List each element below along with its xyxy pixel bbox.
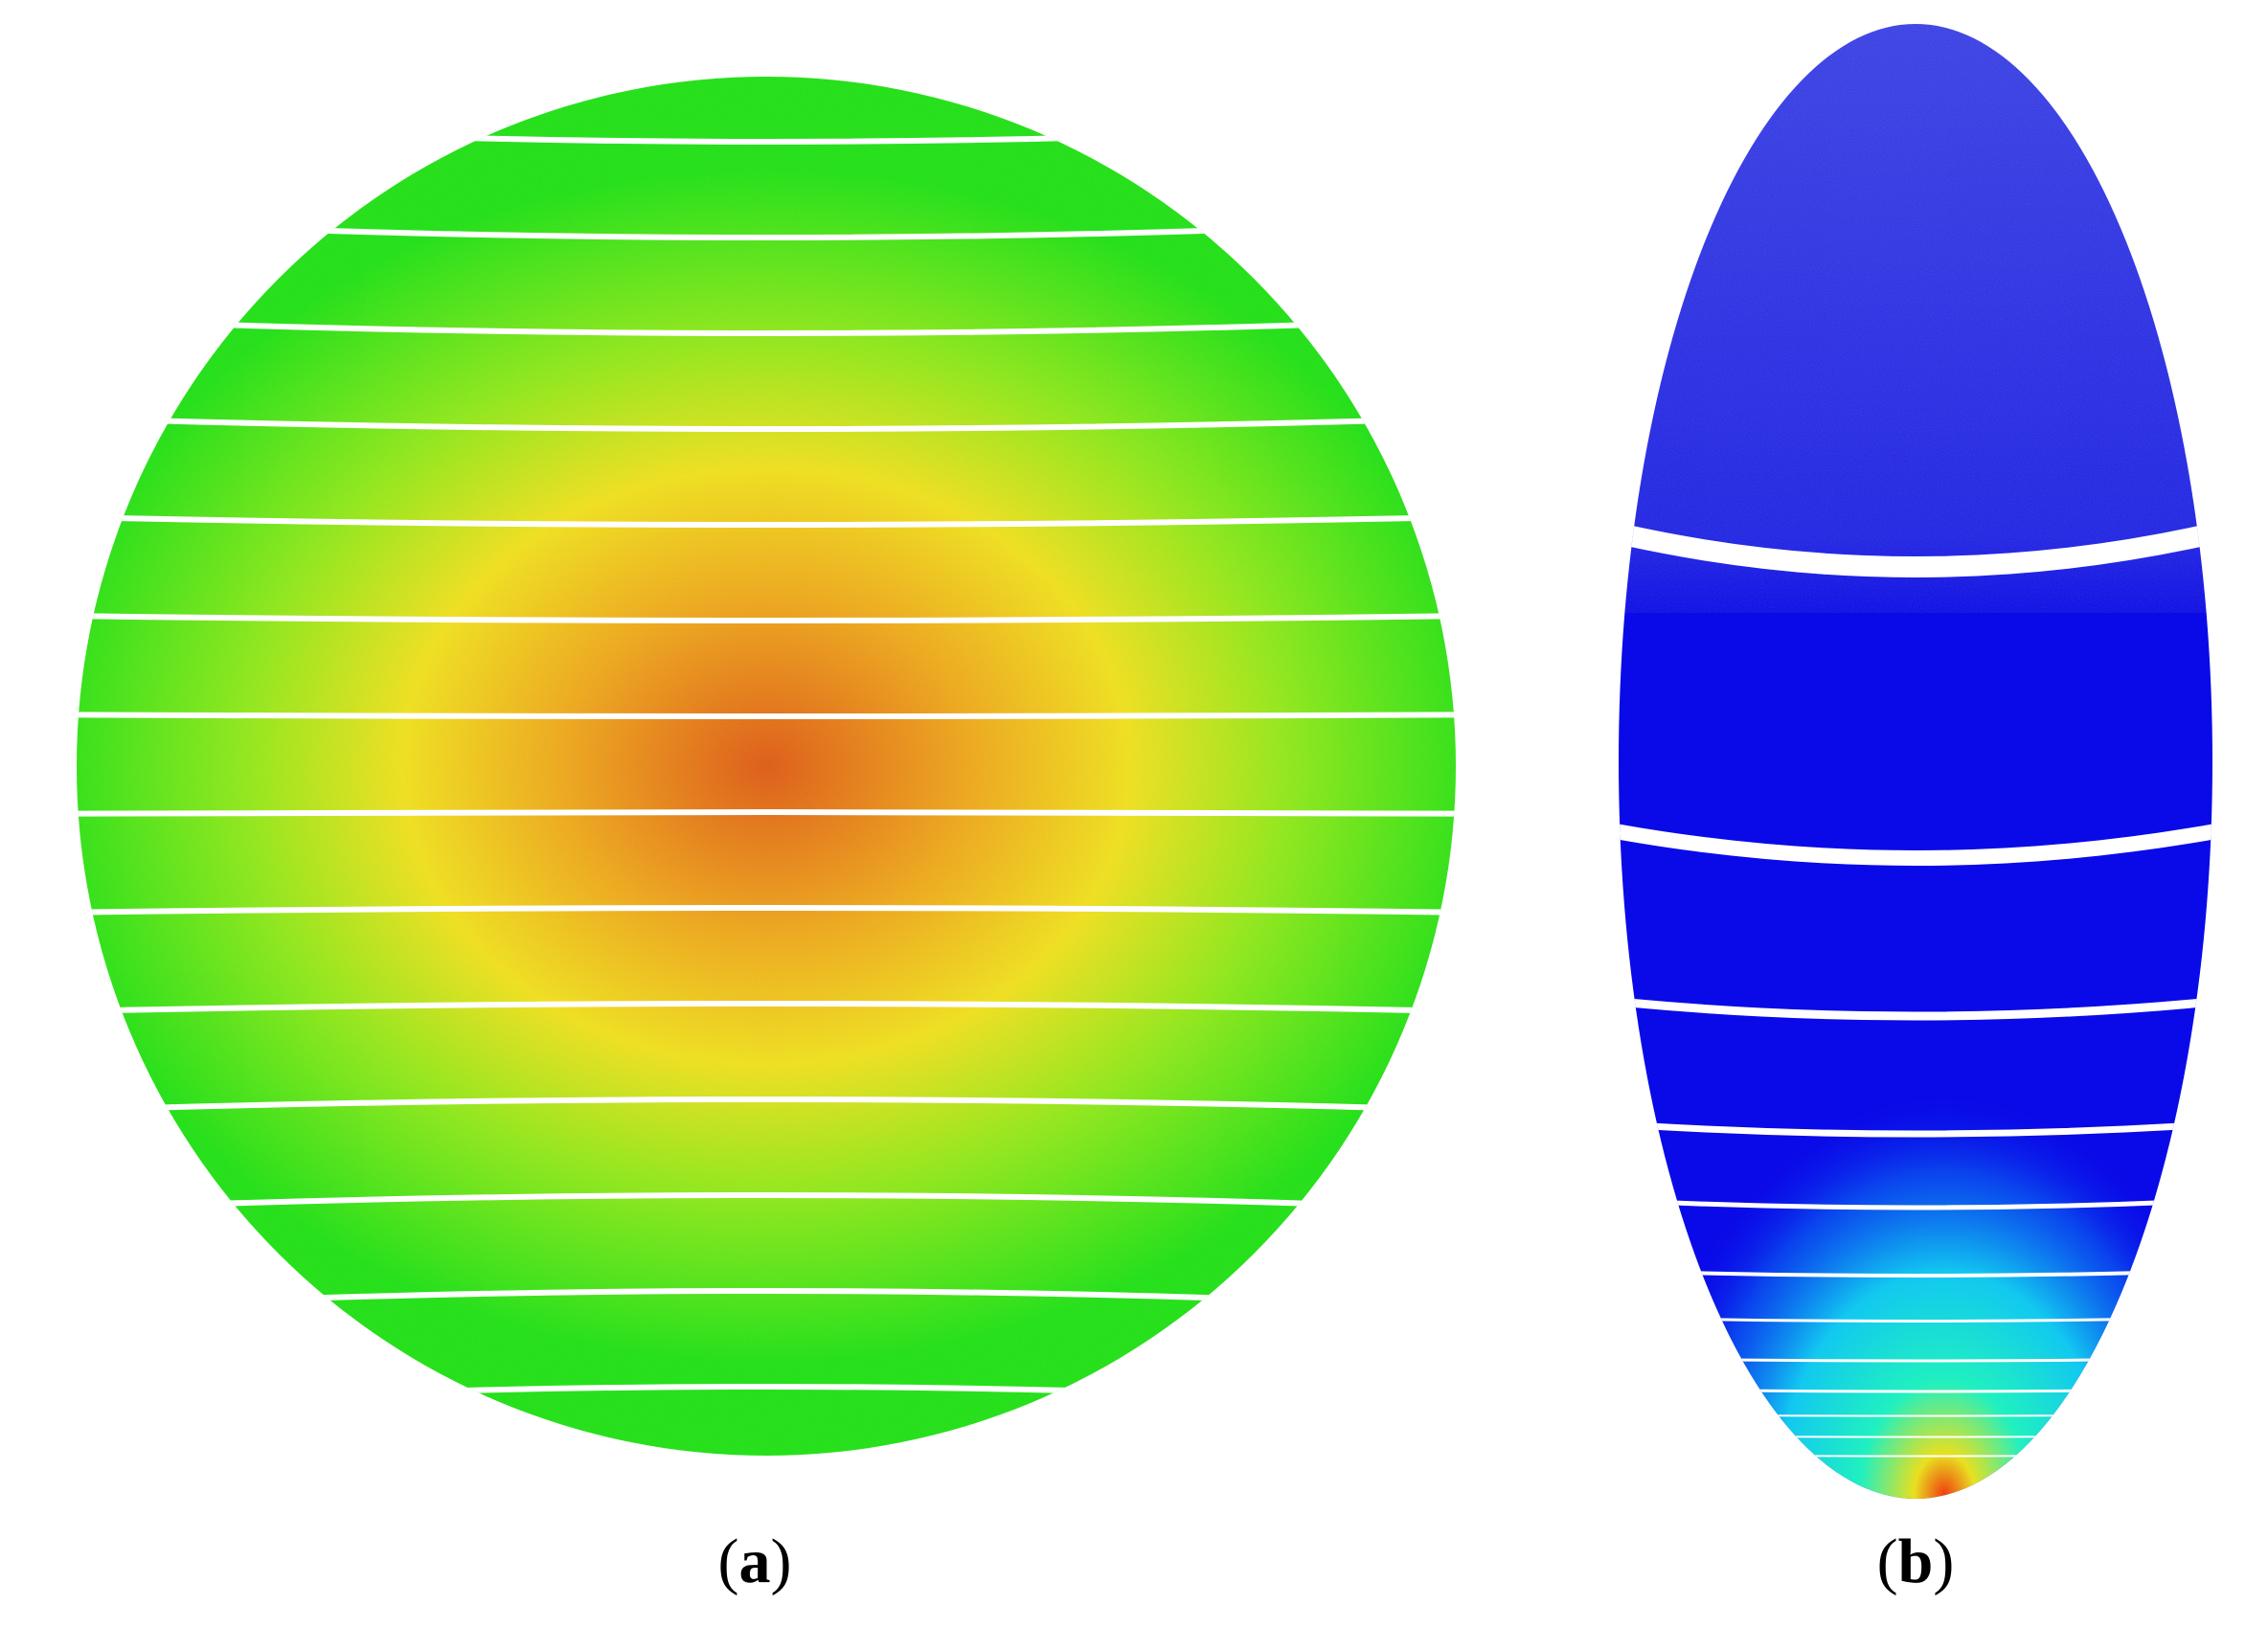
panel-b-gap-line — [1619, 994, 2212, 1021]
panel-a-gap-line — [77, 1097, 1456, 1115]
panel-a-gap-line — [77, 1192, 1456, 1213]
caption-a-close-paren: ) — [770, 1527, 792, 1596]
caption-a-open-paren: ( — [717, 1527, 739, 1596]
caption-b-open-paren: ( — [1876, 1527, 1898, 1596]
panel-a-gap-line — [77, 809, 1456, 817]
panel-a-caption: (a) — [718, 1530, 792, 1594]
panel-b-caption: (b) — [1877, 1530, 1955, 1594]
panel-b-grain — [1619, 24, 2212, 613]
panel-a-gap-line — [77, 612, 1456, 623]
panel-a-gap-line — [77, 905, 1456, 916]
caption-b-letter: b — [1897, 1527, 1934, 1596]
panel-a-heatmap-disk — [77, 77, 1456, 1456]
panel-a-gap-lines — [77, 117, 1456, 1412]
panel-b-gap-line — [1619, 1196, 2212, 1210]
panel-b-hot-spot — [1619, 1053, 2212, 1499]
panel-a-gap-line — [77, 315, 1456, 336]
panel-a-gap-line — [77, 513, 1456, 528]
panel-a-gap-line — [77, 1001, 1456, 1015]
panel-b-gap-line — [1619, 1119, 2212, 1138]
panel-b-heatmap-ellipse — [1619, 24, 2212, 1499]
caption-a-letter: a — [738, 1527, 771, 1596]
caption-b-close-paren: ) — [1933, 1527, 1955, 1596]
panel-b-gap-line — [1619, 819, 2212, 866]
panel-a-gap-line — [77, 712, 1456, 719]
panel-a-gap-line — [77, 414, 1456, 432]
panel-a-grain — [77, 77, 1456, 1456]
panel-b-gap-line — [1619, 516, 2212, 577]
